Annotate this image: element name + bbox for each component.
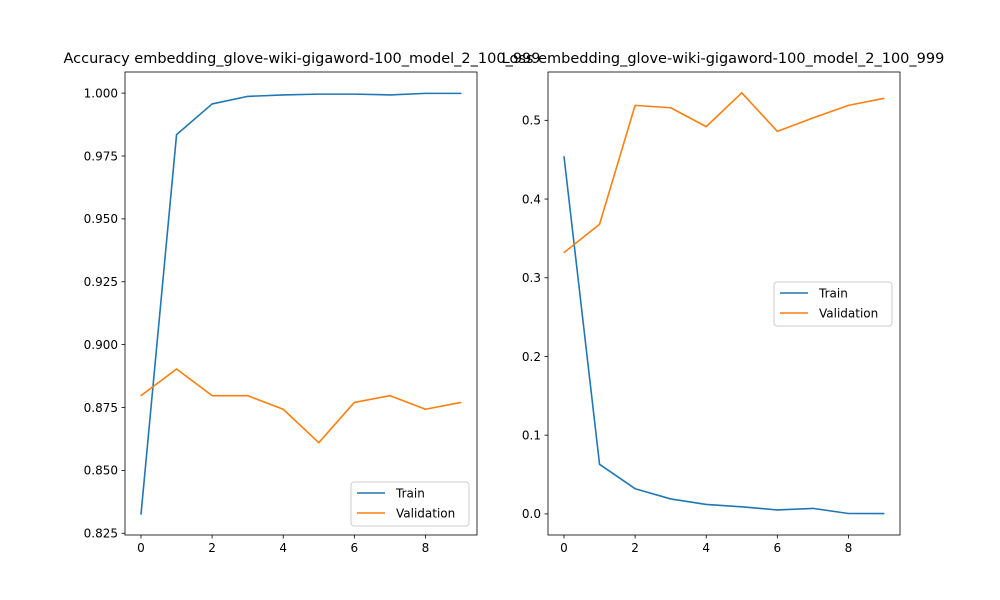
accuracy-validation-point-5	[318, 442, 320, 444]
loss-validation-point-6	[776, 130, 778, 132]
loss-y-tick-label-2: 0.2	[522, 350, 541, 364]
loss-validation-point-4	[705, 126, 707, 128]
accuracy-y-tick-label-7: 1.000	[84, 86, 118, 100]
loss-validation-point-8	[847, 104, 850, 106]
accuracy-axes-frame	[124, 71, 478, 536]
loss-validation-point-5	[741, 92, 743, 94]
accuracy-train-point-3	[247, 95, 249, 97]
accuracy-validation-point-6	[353, 401, 355, 404]
accuracy-y-tick-label-3: 0.900	[84, 338, 118, 352]
loss-y-tick-label-3: 0.3	[522, 271, 541, 285]
accuracy-train-point-7	[389, 94, 391, 96]
accuracy-y-tick-label-4: 0.925	[84, 275, 118, 289]
loss-x-tick-label-3: 6	[774, 541, 782, 555]
loss-validation-point-3	[670, 107, 672, 109]
loss-title: Loss embedding_glove-wiki-gigaword-100_m…	[502, 51, 945, 67]
loss-x-tick-label-4: 8	[845, 541, 853, 555]
accuracy-x-tick-label-2: 4	[279, 541, 287, 555]
loss-train-point-9	[883, 512, 885, 515]
accuracy-y-tick-label-1: 0.850	[84, 464, 118, 478]
accuracy-train-point-2	[211, 103, 213, 105]
loss-train-point-7	[812, 507, 814, 509]
loss-validation-point-2	[634, 104, 636, 106]
accuracy-validation-point-3	[247, 395, 249, 397]
accuracy-train-point-1	[175, 134, 178, 136]
loss-validation-point-0	[563, 251, 565, 254]
loss-legend: Train Validation	[773, 281, 893, 327]
loss-x-tick-label-0: 0	[560, 541, 568, 555]
loss-train-point-3	[670, 498, 672, 500]
accuracy-x-tick-label-3: 6	[351, 541, 359, 555]
accuracy-series-train-line	[140, 92, 461, 515]
accuracy-train-point-5	[318, 93, 320, 95]
accuracy-y-tick-label-0: 0.825	[84, 527, 118, 541]
accuracy-x-tick-label-1: 2	[208, 541, 216, 555]
loss-y-tick-label-4: 0.4	[522, 192, 541, 206]
accuracy-validation-point-1	[175, 368, 178, 370]
accuracy-legend-label-train: Train	[395, 487, 425, 501]
accuracy-panel: Accuracy embedding_glove-wiki-gigaword-1…	[63, 51, 540, 555]
loss-train-point-0	[563, 155, 565, 158]
loss-train-point-8	[847, 512, 850, 515]
loss-axes-frame	[547, 71, 901, 536]
loss-y-tick-label-5: 0.5	[522, 114, 541, 128]
accuracy-train-point-6	[353, 93, 355, 95]
loss-train-point-6	[776, 509, 778, 511]
accuracy-validation-point-4	[282, 408, 284, 410]
loss-train-point-4	[705, 503, 707, 506]
loss-series-validation-line	[563, 91, 885, 254]
accuracy-x-tick-label-4: 8	[422, 541, 430, 555]
loss-series-train-line	[563, 156, 885, 515]
accuracy-plot-area: 0 2 4 6 8 0.825 0.850 0.875 0.900 0.925 0.950 0.975…	[84, 71, 478, 555]
loss-legend-label-train: Train	[818, 287, 848, 301]
accuracy-y-tick-label-6: 0.975	[84, 149, 118, 163]
accuracy-validation-point-7	[389, 395, 391, 397]
loss-train-point-2	[634, 488, 636, 490]
accuracy-series-validation-line	[140, 368, 462, 444]
loss-panel: Loss embedding_glove-wiki-gigaword-100_m…	[502, 51, 945, 555]
loss-validation-point-9	[883, 97, 885, 99]
loss-x-tick-label-1: 2	[631, 541, 639, 555]
loss-validation-point-7	[812, 117, 814, 119]
accuracy-validation-point-0	[140, 395, 142, 397]
loss-legend-label-validation: Validation	[819, 307, 878, 321]
accuracy-train-point-4	[282, 94, 284, 96]
accuracy-y-tick-label-2: 0.875	[84, 401, 118, 415]
accuracy-legend-label-validation: Validation	[396, 507, 455, 521]
loss-validation-point-1	[598, 223, 601, 225]
accuracy-train-point-9	[460, 92, 462, 94]
loss-train-point-1	[598, 463, 601, 465]
loss-plot-area: 0 2 4 6 8 0.0 0.1 0.2 0.3 0.4 0.5 Train Validation	[522, 71, 901, 555]
accuracy-title: Accuracy embedding_glove-wiki-gigaword-1…	[63, 51, 540, 67]
loss-y-tick-label-0: 0.0	[522, 507, 541, 521]
accuracy-train-point-8	[424, 92, 427, 94]
accuracy-legend: Train Validation	[350, 481, 470, 527]
accuracy-x-tick-label-0: 0	[137, 541, 145, 555]
loss-train-point-5	[741, 506, 743, 508]
accuracy-validation-point-2	[211, 395, 213, 397]
loss-y-tick-label-1: 0.1	[522, 428, 541, 442]
accuracy-train-point-0	[140, 513, 142, 515]
accuracy-validation-point-8	[424, 408, 427, 410]
accuracy-validation-point-9	[460, 401, 462, 404]
loss-x-tick-label-2: 4	[702, 541, 710, 555]
accuracy-y-tick-label-5: 0.950	[84, 212, 118, 226]
